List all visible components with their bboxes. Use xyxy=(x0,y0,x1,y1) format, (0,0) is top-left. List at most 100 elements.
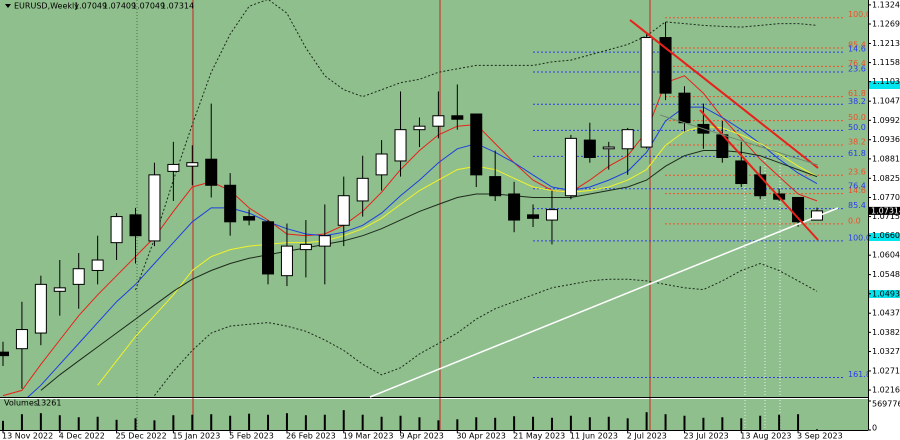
candle-body xyxy=(394,129,407,162)
y-tick-label: 1.02710 xyxy=(872,366,900,375)
candle-body xyxy=(262,221,275,275)
candle-body xyxy=(318,235,331,247)
x-tick-label: 5 Feb 2023 xyxy=(229,432,274,440)
x-tick-label: 9 Apr 2023 xyxy=(400,432,444,440)
volume-tick-label: 569776 xyxy=(872,400,900,409)
fib-label: 14.6 xyxy=(848,45,866,54)
candle-body xyxy=(34,283,47,334)
y-tick-label: 1.06600 xyxy=(872,231,900,240)
candle-body xyxy=(375,153,388,176)
candle-body xyxy=(224,184,237,223)
candle-body xyxy=(810,210,823,221)
fib-label: 38.2 xyxy=(848,97,866,106)
x-tick-label: 13 Nov 2022 xyxy=(2,432,53,440)
candle-body xyxy=(413,125,426,131)
trend-line xyxy=(369,207,839,398)
volume-pane xyxy=(0,399,868,430)
y-tick-label: 1.12690 xyxy=(872,19,900,28)
y-tick-label: 1.12130 xyxy=(872,39,900,48)
title-value: 1.07409 xyxy=(103,2,136,11)
y-tick-label: 1.06040 xyxy=(872,251,900,260)
y-tick-label: 1.10470 xyxy=(872,97,900,106)
candle-body xyxy=(110,216,123,244)
candle-body xyxy=(91,259,104,271)
candle-body xyxy=(489,176,502,197)
y-tick-label: 1.09360 xyxy=(872,135,900,144)
candle-body xyxy=(280,245,293,277)
fib-label: 38.2 xyxy=(848,137,866,146)
alert-level xyxy=(869,233,900,241)
title-value: 1.07049 xyxy=(132,2,165,11)
x-tick-label: 13 Aug 2023 xyxy=(740,432,791,440)
y-tick-label: 1.04930 xyxy=(872,289,900,298)
x-tick-label: 25 Dec 2022 xyxy=(116,432,167,440)
candle-body xyxy=(337,195,350,226)
plot: 100.0 85.4 76.4 61.8 50.0 38.2 23.6 14.6 0.0 14.6… xyxy=(0,0,868,397)
indicator-line xyxy=(135,0,818,291)
price-pane xyxy=(0,0,868,397)
fib-label: 76.4 xyxy=(848,181,866,190)
chart-title: EURUSD,Weekly xyxy=(14,2,79,11)
candle-body xyxy=(545,209,558,221)
y-tick-label: 1.05480 xyxy=(872,270,900,279)
candle-body xyxy=(602,146,615,150)
alert-level xyxy=(869,290,900,298)
volume-value: 13261 xyxy=(36,399,61,408)
y-tick-label: 1.09920 xyxy=(872,116,900,125)
fib-label: 61.8 xyxy=(848,149,866,158)
candle-body xyxy=(678,92,691,124)
y-tick-label: 1.11580 xyxy=(872,58,900,67)
fib-label: 61.8 xyxy=(848,89,866,98)
channel-line xyxy=(699,109,819,241)
overlay xyxy=(369,19,839,398)
price-label-box xyxy=(869,206,900,215)
candle-body xyxy=(243,216,256,221)
volume-tick-label: 0 xyxy=(872,424,877,433)
x-tick-label: 11 Jun 2023 xyxy=(570,432,618,440)
x-tick-label: 4 Dec 2022 xyxy=(59,432,105,440)
candle-body xyxy=(508,193,521,221)
x-tick-label: 23 Jul 2023 xyxy=(683,432,728,440)
fib-label: 85.4 xyxy=(848,40,866,49)
candle-body xyxy=(129,214,142,237)
fib-label: 0.0 xyxy=(848,216,861,225)
y-tick-label: 1.07700 xyxy=(872,193,900,202)
title-value: 1.07049 xyxy=(74,2,107,11)
fib-label: 23.6 xyxy=(848,64,866,73)
candle-body xyxy=(432,115,445,127)
y-tick-label: 1.11030 xyxy=(872,77,900,86)
candle-body xyxy=(53,287,66,292)
candle-body xyxy=(299,243,312,251)
candle-body xyxy=(583,139,596,158)
x-tick-label: 3 Sep 2023 xyxy=(797,432,843,440)
indicator-line xyxy=(2,75,818,397)
candle-body xyxy=(640,37,653,148)
candle-body xyxy=(659,37,672,94)
candle-body xyxy=(205,158,218,186)
x-tick-label: 2 Jul 2023 xyxy=(627,432,667,440)
fib-label: 76.4 xyxy=(848,59,866,68)
title-marker xyxy=(5,4,11,8)
candle-body xyxy=(167,163,180,172)
x-tick-label: 21 May 2023 xyxy=(513,432,565,440)
channel-line xyxy=(659,114,819,166)
candle-body xyxy=(15,329,28,350)
candle-body xyxy=(356,177,369,202)
candle-body xyxy=(754,174,767,197)
candle-body xyxy=(735,160,748,185)
indicator-line xyxy=(97,125,818,386)
candle-body xyxy=(186,162,199,167)
y-tick-label: 1.13240 xyxy=(872,0,900,9)
candle-body xyxy=(72,268,85,285)
title-value: 1.07314 xyxy=(161,2,194,11)
candle-body xyxy=(527,214,540,219)
y-tick-label: 1.08250 xyxy=(872,174,900,183)
y-tick-label: 1.08810 xyxy=(872,154,900,163)
y-tick-label: 1.03270 xyxy=(872,347,900,356)
y-tick-label: 1.04370 xyxy=(872,309,900,318)
candle-body xyxy=(470,113,483,176)
fib-label: 23.6 xyxy=(848,168,866,177)
candle-body xyxy=(148,174,161,242)
volume-label: Volumes xyxy=(4,399,38,408)
